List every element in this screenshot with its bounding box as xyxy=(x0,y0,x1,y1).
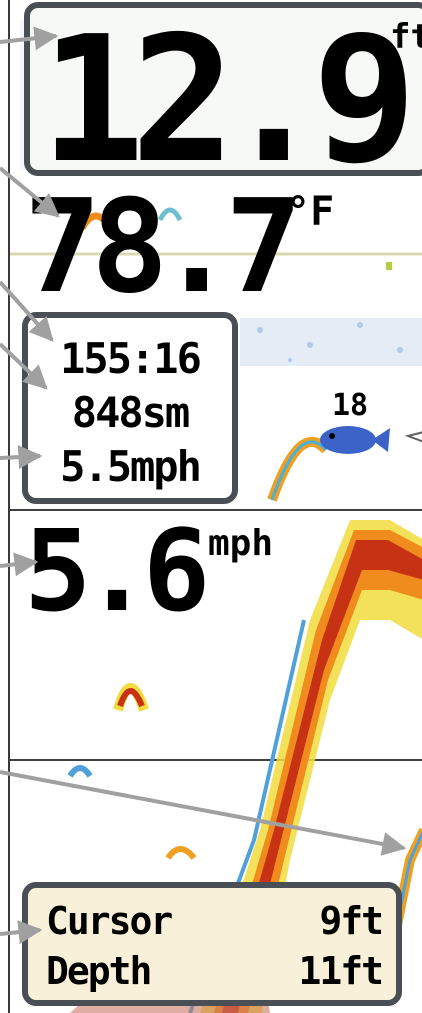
fish-arch xyxy=(270,440,328,501)
fish-icon xyxy=(320,426,390,454)
fish-arch xyxy=(165,846,197,860)
depth-box xyxy=(24,2,422,176)
sonar-blip xyxy=(386,262,392,270)
distance: 848sm xyxy=(71,388,190,437)
cursor-depth-box: Cursor 9ft Depth 11ft xyxy=(22,882,402,1006)
depth-value-cursor: 11ft xyxy=(298,949,384,993)
water-temp-unit: °F xyxy=(286,189,335,235)
speed-unit: mph xyxy=(208,523,274,564)
cursor-value: 9ft xyxy=(319,899,384,943)
mid-clutter xyxy=(240,318,422,366)
fish-arch xyxy=(113,683,149,712)
depth-unit: ft xyxy=(390,17,422,57)
cursor-label: Cursor xyxy=(46,899,173,943)
navigation-box: 155:16 848sm 5.5mph xyxy=(22,312,238,504)
fish-arch xyxy=(267,436,330,502)
sonar-display: 12.9 ft 78.7 °F 155:16 848sm 5.5mph 18 5… xyxy=(8,0,422,1013)
speed-value: 5.6 xyxy=(24,507,210,637)
fish-arch xyxy=(157,207,183,222)
scroll-indicator-icon xyxy=(404,431,422,443)
fish-depth-label: 18 xyxy=(332,388,369,423)
fish-arch xyxy=(67,765,93,778)
fish-arch xyxy=(78,212,114,230)
depth-label: Depth xyxy=(46,949,152,993)
water-temp-value: 78.7 xyxy=(24,173,302,322)
timer: 155:16 xyxy=(60,334,202,383)
average-speed: 5.5mph xyxy=(60,442,202,491)
depth-value: 12.9 xyxy=(40,0,417,202)
